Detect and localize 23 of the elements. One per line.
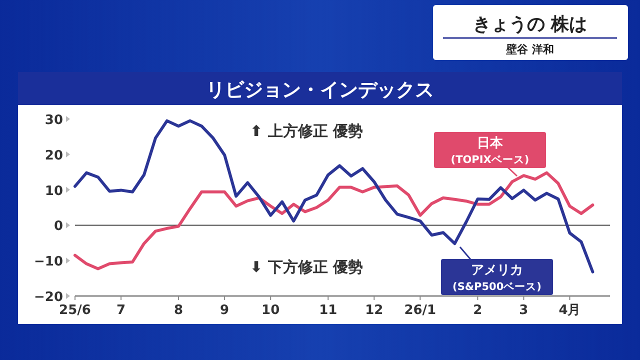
y-tick-label: 30	[44, 113, 63, 128]
header: きょうの 株は 壁谷 洋和	[433, 5, 628, 60]
x-tick-label: 3	[519, 303, 528, 318]
annotation: ⬇ 下方修正 優勢	[250, 258, 364, 276]
y-tick-label: 10	[44, 184, 63, 199]
x-tick-label: 11	[319, 303, 338, 318]
x-tick-label: 8	[174, 303, 184, 318]
y-tick-label: 0	[54, 219, 63, 234]
legend-label: アメリカ (S&P500ベース)	[452, 263, 542, 293]
x-tick-label: 2	[473, 303, 482, 318]
x-tick-label: 26/1	[404, 303, 436, 318]
x-tick-label: 7	[116, 303, 126, 318]
annotation: ⬆ 上方修正 優勢	[250, 122, 364, 140]
x-tick-label: 25/6	[59, 303, 91, 318]
x-tick-label: 4月	[558, 303, 581, 318]
y-tick-label: −20	[34, 290, 63, 305]
x-tick-label: 9	[220, 303, 230, 318]
chart-title: リビジョン・インデックス	[206, 79, 434, 101]
x-tick-label: 10	[262, 303, 280, 318]
y-tick-label: −10	[34, 254, 63, 270]
y-tick-label: 20	[44, 148, 63, 164]
series-label: 日本 (TOPIXベース)	[450, 136, 530, 166]
x-tick-label: 12	[365, 303, 384, 318]
